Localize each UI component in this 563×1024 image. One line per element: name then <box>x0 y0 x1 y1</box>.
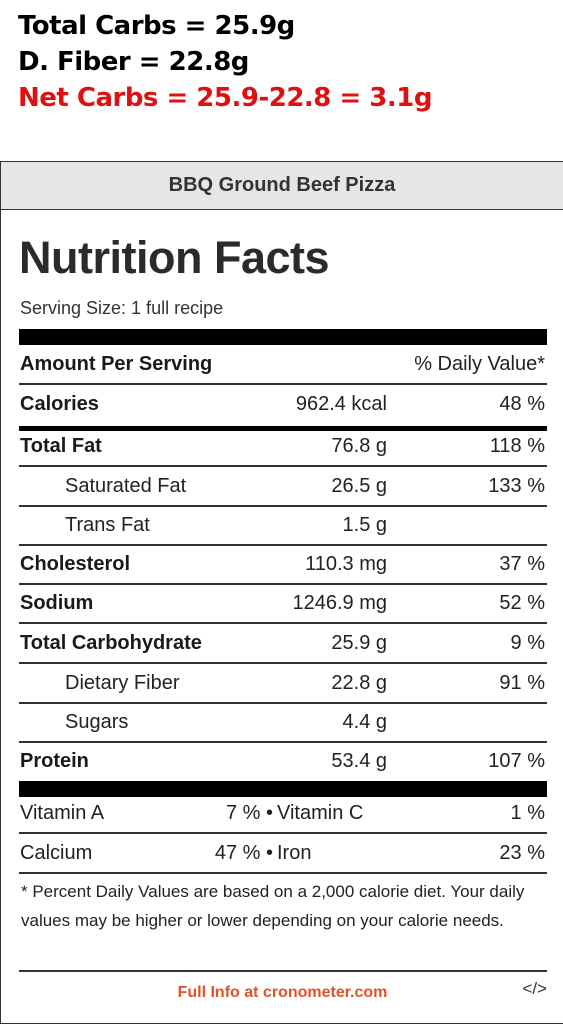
net-carbs-note: Net Carbs = 25.9-22.8 = 3.1g <box>18 83 432 113</box>
vitamin-row-a-c: Vitamin A 7 % • Vitamin C 1 % <box>19 794 547 834</box>
medium-divider <box>19 426 547 431</box>
daily-value-footnote: * Percent Daily Values are based on a 2,… <box>21 882 525 930</box>
nutrient-name: Saturated Fat <box>65 475 187 497</box>
total-carbs-note: Total Carbs = 25.9g <box>18 11 295 41</box>
calcium-name: Calcium <box>20 842 93 864</box>
nutrient-row-cholesterol: Cholesterol 110.3 mg 37 % <box>19 545 547 585</box>
full-info-link[interactable]: Full Info at cronometer.com <box>177 984 388 1001</box>
nutrition-facts-title: Nutrition Facts <box>19 232 330 283</box>
nutrient-row-total-carbohydrate: Total Carbohydrate 25.9 g 9 % <box>19 624 547 664</box>
nutrient-dv: 107 % <box>488 750 545 772</box>
nutrient-row-saturated-fat: Saturated Fat 26.5 g 133 % <box>19 467 547 507</box>
carb-notes: Total Carbs = 25.9g D. Fiber = 22.8g Net… <box>18 8 432 116</box>
nutrient-amount: 962.4 kcal <box>295 393 387 415</box>
iron-value: 23 % <box>499 842 545 864</box>
nutrient-row-sugars: Sugars 4.4 g <box>19 703 547 743</box>
nutrient-dv: 52 % <box>499 592 545 614</box>
amount-header-row: Amount Per Serving % Daily Value* <box>19 345 547 385</box>
nutrient-name: Calories <box>20 393 99 415</box>
nutrient-name: Total Carbohydrate <box>20 632 202 654</box>
nutrient-name: Trans Fat <box>65 514 150 536</box>
embed-code-icon[interactable]: </> <box>522 979 547 998</box>
vitamin-a-value: 7 % • <box>225 802 273 824</box>
amount-per-serving-label: Amount Per Serving <box>20 353 213 375</box>
nutrient-name: Cholesterol <box>20 553 131 575</box>
nutrient-amount: 1.5 g <box>342 514 387 536</box>
nutrient-row-dietary-fiber: Dietary Fiber 22.8 g 91 % <box>19 664 547 704</box>
nutrient-dv: 48 % <box>499 393 545 415</box>
vitamin-a-name: Vitamin A <box>20 802 105 824</box>
nutrient-amount: 25.9 g <box>331 632 387 654</box>
nutrient-row-trans-fat: Trans Fat 1.5 g <box>19 506 547 546</box>
vitamin-row-calcium-iron: Calcium 47 % • Iron 23 % <box>19 834 547 874</box>
nutrient-dv: 118 % <box>489 435 545 457</box>
nutrient-row-total-fat: Total Fat 76.8 g 118 % <box>19 427 547 467</box>
nutrient-dv: 133 % <box>488 475 545 497</box>
nutrient-name: Protein <box>20 750 89 772</box>
nutrient-amount: 76.8 g <box>331 435 387 457</box>
nutrition-label: BBQ Ground Beef Pizza Nutrition Facts Se… <box>0 161 563 1024</box>
fiber-note: D. Fiber = 22.8g <box>18 47 249 77</box>
nutrient-row-sodium: Sodium 1246.9 mg 52 % <box>19 584 547 624</box>
thick-divider <box>19 329 547 345</box>
nutrient-amount: 110.3 mg <box>305 553 387 575</box>
vitamin-c-name: Vitamin C <box>277 802 364 824</box>
daily-value-header: % Daily Value* <box>414 353 545 375</box>
nutrient-amount: 1246.9 mg <box>292 592 387 614</box>
nutrient-dv: 37 % <box>499 553 545 575</box>
recipe-name: BBQ Ground Beef Pizza <box>1 162 563 210</box>
nutrient-amount: 4.4 g <box>342 711 387 733</box>
nutrient-row-calories: Calories 962.4 kcal 48 % <box>19 385 547 425</box>
nutrient-dv: 9 % <box>510 632 545 654</box>
nutrient-row-protein: Protein 53.4 g 107 % <box>19 742 547 782</box>
vitamin-c-value: 1 % <box>510 802 545 824</box>
footer-divider <box>19 970 547 972</box>
nutrient-dv: 91 % <box>499 672 545 694</box>
calcium-value: 47 % • <box>214 842 273 864</box>
nutrient-name: Dietary Fiber <box>65 672 180 694</box>
nutrient-amount: 53.4 g <box>331 750 387 772</box>
iron-name: Iron <box>277 842 312 864</box>
nutrient-name: Total Fat <box>20 435 102 457</box>
nutrient-amount: 26.5 g <box>331 475 387 497</box>
nutrient-name: Sodium <box>20 592 94 614</box>
thick-divider <box>19 781 547 797</box>
serving-size: Serving Size: 1 full recipe <box>20 298 224 318</box>
nutrient-amount: 22.8 g <box>331 672 387 694</box>
nutrient-name: Sugars <box>65 711 129 733</box>
